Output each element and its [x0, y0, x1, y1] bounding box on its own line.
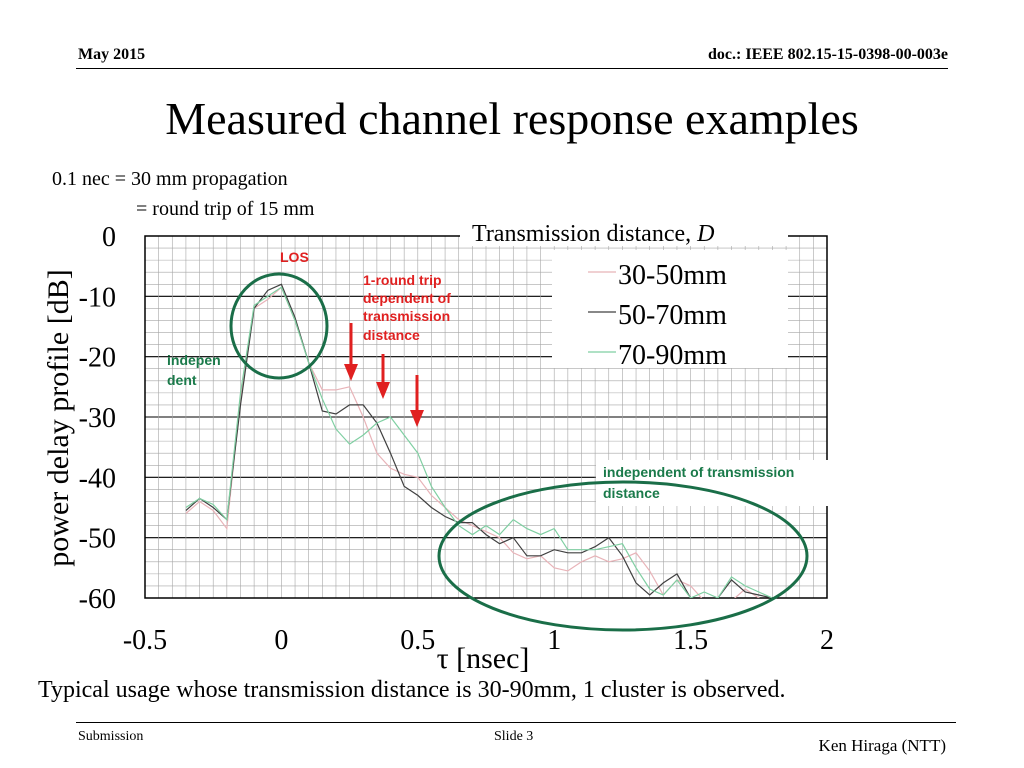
round-trip-label-line1: 1-round trip	[363, 272, 442, 288]
x-tick-label: 1.5	[673, 625, 708, 656]
slide-date: May 2015	[78, 46, 146, 63]
round-trip-label-line2: dependent of	[363, 290, 451, 306]
x-tick-label: -0.5	[123, 625, 167, 656]
independent-label-line2: dent	[167, 372, 197, 388]
round-trip-arrow-3	[410, 375, 424, 427]
legend-title-variable: D	[696, 221, 714, 247]
legend-entry-70-90mm: 70-90mm	[618, 340, 727, 371]
series-line-50-70mm	[185, 283, 773, 598]
legend-title-bg	[460, 216, 788, 246]
series-line-70-90mm	[185, 286, 773, 598]
round-trip-arrow-1	[344, 323, 358, 381]
x-tick-label: 0.5	[400, 625, 435, 656]
legend-entry-50-70mm: 50-70mm	[618, 300, 727, 331]
y-tick-label: 0	[102, 222, 116, 253]
y-tick-label: -40	[79, 463, 116, 494]
tail-cluster-ellipse	[437, 480, 809, 632]
y-tick-label: -10	[79, 282, 116, 313]
x-axis-label: τ [nsec]	[437, 642, 530, 675]
y-tick-label: -60	[79, 584, 116, 615]
los-peak-circle	[229, 272, 329, 380]
y-tick-labels: 0 -10 -20 -30 -40 -50 -60	[79, 222, 116, 615]
los-label: LOS	[280, 249, 309, 265]
x-tick-label: 1	[547, 625, 561, 656]
y-tick-label: -50	[79, 524, 116, 555]
y-tick-label: -20	[79, 343, 116, 374]
footer-divider	[76, 722, 956, 723]
x-tick-label: 0	[274, 625, 288, 656]
legend-title-text: Transmission distance,	[472, 221, 697, 247]
legend-title: Transmission distance, D	[472, 221, 714, 247]
tail-independent-label-line1: independent of transmission	[603, 464, 794, 480]
independent-label-line1: indepen	[167, 352, 221, 368]
y-axis-label: power delay profile [dB]	[42, 269, 75, 566]
slide-title: Measured channel response examples	[165, 93, 859, 144]
legend-box	[552, 250, 788, 368]
round-trip-label-line4: distance	[363, 327, 420, 343]
x-tick-labels: -0.5 0 0.5 1 1.5 2	[123, 625, 834, 656]
legend: Transmission distance, D 30-50mm 50-70mm…	[460, 216, 788, 371]
footer-author: Ken Hiraga (NTT)	[818, 736, 946, 755]
round-trip-arrow-2	[376, 354, 390, 399]
round-trip-note: = round trip of 15 mm	[136, 198, 315, 220]
footer-submission: Submission	[78, 729, 144, 744]
series-layer	[185, 283, 773, 598]
document-id: doc.: IEEE 802.15-15-0398-00-003e	[708, 46, 948, 63]
header-divider	[76, 68, 948, 69]
tail-independent-label-line2: distance	[603, 485, 660, 501]
legend-entry-30-50mm: 30-50mm	[618, 260, 727, 291]
y-tick-label: -30	[79, 403, 116, 434]
footer-slide-number: Slide 3	[494, 729, 534, 744]
propagation-note: 0.1 nec = 30 mm propagation	[52, 168, 288, 190]
x-tick-label: 2	[820, 625, 834, 656]
round-trip-label-line3: transmission	[363, 308, 450, 324]
slide-caption: Typical usage whose transmission distanc…	[38, 677, 786, 703]
